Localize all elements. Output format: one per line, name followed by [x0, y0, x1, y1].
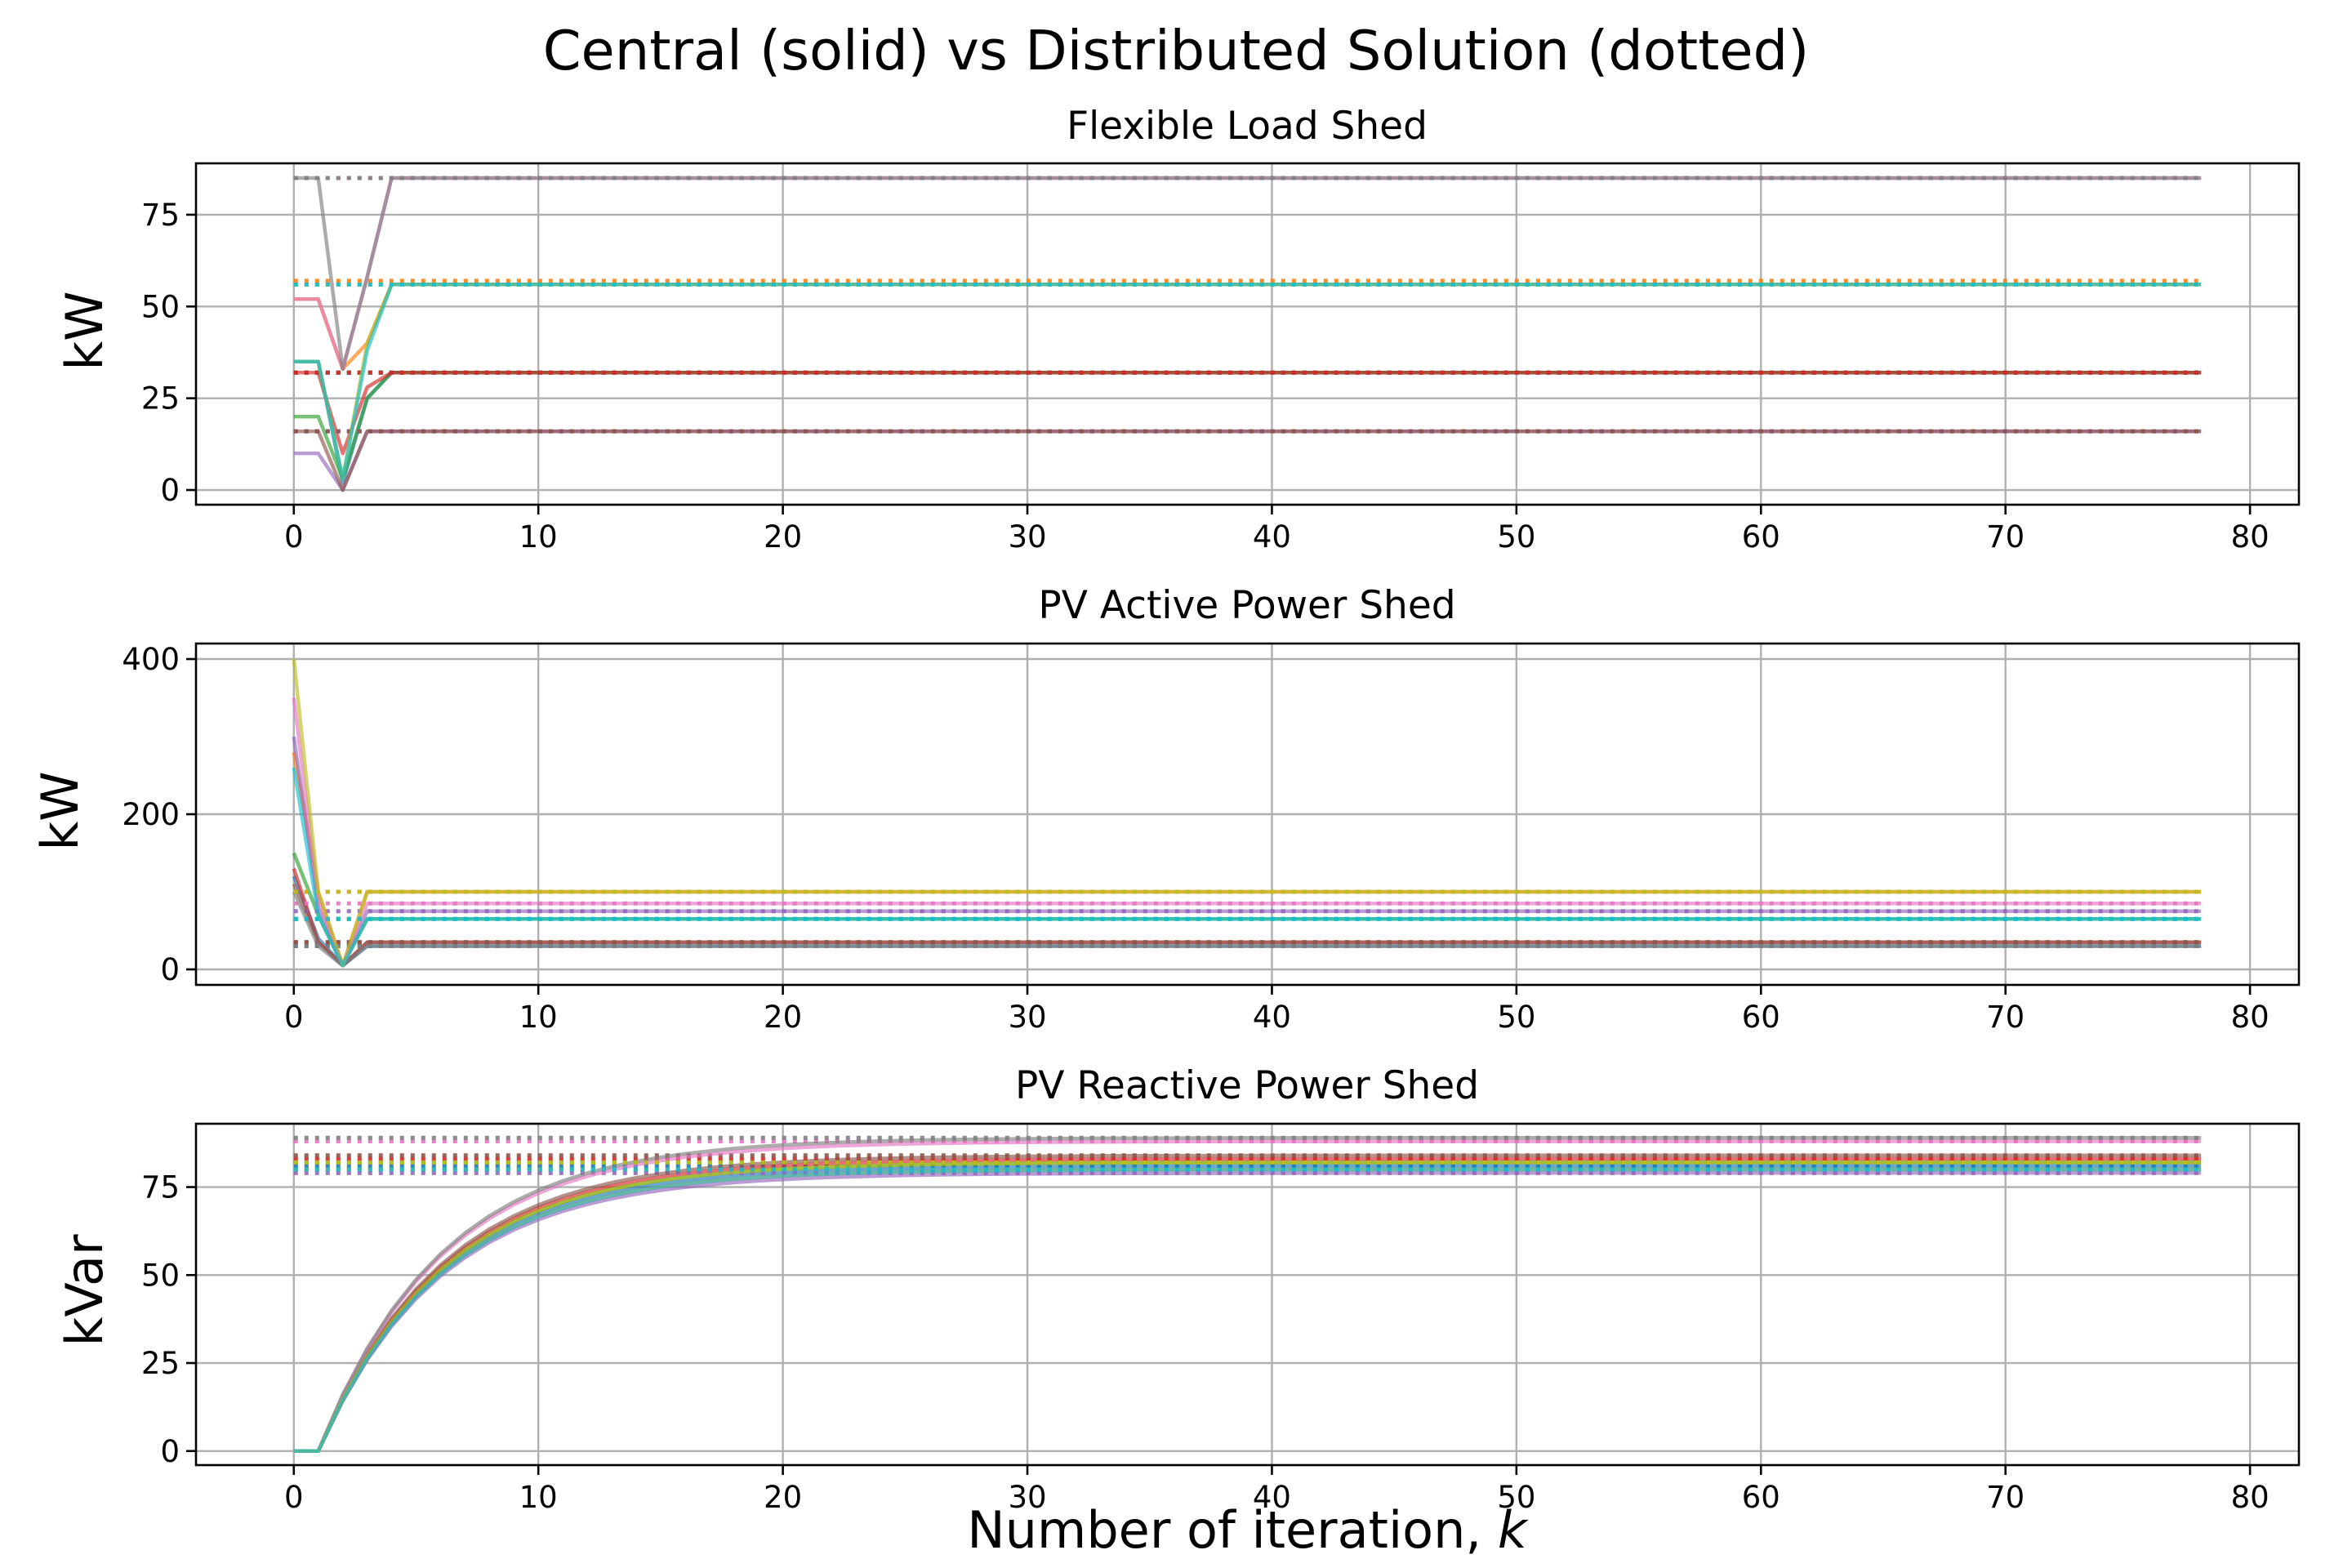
y-axis-label: kW	[30, 771, 90, 850]
series-line-central	[292, 736, 2202, 968]
x-tick-label: 50	[1497, 519, 1535, 555]
x-tick-label: 30	[1008, 1000, 1046, 1035]
x-tick-label: 70	[1986, 519, 2025, 555]
y-tick-label: 200	[122, 797, 180, 832]
y-axis-label: kVar	[55, 1234, 114, 1346]
y-tick-label: 0	[160, 952, 180, 987]
y-tick-label: 50	[141, 1258, 180, 1293]
series-line-central	[293, 1167, 2202, 1454]
y-tick-label: 25	[141, 1346, 180, 1381]
x-tick-label: 20	[764, 519, 802, 555]
series-line-central	[293, 359, 2202, 485]
x-tick-label: 40	[1253, 519, 1291, 555]
series-line-central	[293, 1160, 2202, 1454]
x-tick-label: 30	[1008, 519, 1046, 555]
series-line-central	[293, 283, 2202, 481]
series-line-central	[293, 1156, 2202, 1454]
y-tick-label: 0	[160, 473, 180, 508]
x-tick-label: 0	[284, 519, 304, 555]
series-line-central	[293, 370, 2202, 481]
x-tick-label: 20	[764, 1480, 802, 1515]
x-tick-label: 0	[284, 1000, 304, 1035]
x-tick-label: 10	[519, 519, 558, 555]
series-line-central	[293, 429, 2202, 492]
series-line-central	[292, 852, 2202, 968]
panel-pv-active-power-shed: PV Active Power Shed kW 0 10 20 30 40 50 60 70 8…	[30, 583, 2301, 1035]
x-tick-label: 80	[2231, 1480, 2270, 1515]
x-tick-label: 0	[284, 1480, 304, 1515]
series-line-central	[293, 176, 2202, 371]
panel-title: PV Reactive Power Shed	[1015, 1063, 1479, 1108]
x-axis-label-var: k	[1498, 1500, 1529, 1560]
x-axis-label: Number of iteration, k	[967, 1500, 1529, 1560]
axes-frame	[194, 1122, 2301, 1467]
x-tick-label: 70	[1986, 1480, 2025, 1515]
x-tick-label: 80	[2231, 519, 2270, 555]
panel-flexible-load-shed: Flexible Load Shed kW 0 10 20 30 40 50 60 70 80 0…	[55, 104, 2301, 555]
series-line-central	[293, 176, 2202, 371]
series-line-central	[292, 883, 2202, 968]
series-line-central	[292, 751, 2202, 968]
y-tick-label: 75	[141, 198, 180, 233]
series-line-central	[293, 1164, 2202, 1454]
series-line-central	[293, 1153, 2202, 1454]
panel-title: Flexible Load Shed	[1067, 104, 1428, 149]
y-tick-label: 50	[141, 289, 180, 324]
x-tick-label: 10	[519, 1480, 558, 1515]
series-line-central	[293, 1139, 2202, 1454]
x-tick-label: 50	[1497, 1480, 1535, 1515]
x-tick-label: 70	[1986, 1000, 2025, 1035]
series-line-central	[293, 283, 2202, 371]
x-axis-label-text: Number of iteration,	[967, 1500, 1498, 1560]
axes-frame	[194, 162, 2301, 506]
series-line-central	[293, 370, 2202, 456]
y-tick-label: 75	[141, 1170, 180, 1205]
panel-pv-reactive-power-shed: PV Reactive Power Shed kVar 0 10 20 30 40 50 6…	[55, 1063, 2301, 1515]
series-line-central	[293, 429, 2202, 492]
series-line-central	[293, 283, 2202, 481]
y-axis-label: kW	[55, 291, 114, 370]
y-tick-label: 25	[141, 381, 180, 416]
series-line-central	[292, 767, 2202, 968]
panel-title: PV Active Power Shed	[1038, 583, 1455, 628]
series-line-central	[293, 1135, 2202, 1454]
x-tick-label: 10	[519, 1000, 558, 1035]
x-tick-label: 40	[1253, 1480, 1291, 1515]
series-line-central	[293, 1171, 2202, 1454]
series-line-central	[293, 1167, 2202, 1454]
x-tick-label: 50	[1497, 1000, 1535, 1035]
x-tick-label: 20	[764, 1000, 802, 1035]
x-tick-label: 60	[1742, 1480, 1780, 1515]
series-line-central	[292, 867, 2202, 968]
series-line-central	[292, 875, 2202, 968]
figure-suptitle: Central (solid) vs Distributed Solution …	[543, 19, 1810, 82]
x-tick-label: 80	[2231, 1000, 2270, 1035]
x-tick-label: 60	[1742, 1000, 1780, 1035]
x-tick-label: 40	[1253, 1000, 1291, 1035]
x-tick-label: 60	[1742, 519, 1780, 555]
series-line-central	[292, 697, 2202, 968]
x-tick-label: 30	[1008, 1480, 1046, 1515]
y-tick-label: 0	[160, 1434, 180, 1469]
y-tick-label: 400	[122, 642, 180, 677]
